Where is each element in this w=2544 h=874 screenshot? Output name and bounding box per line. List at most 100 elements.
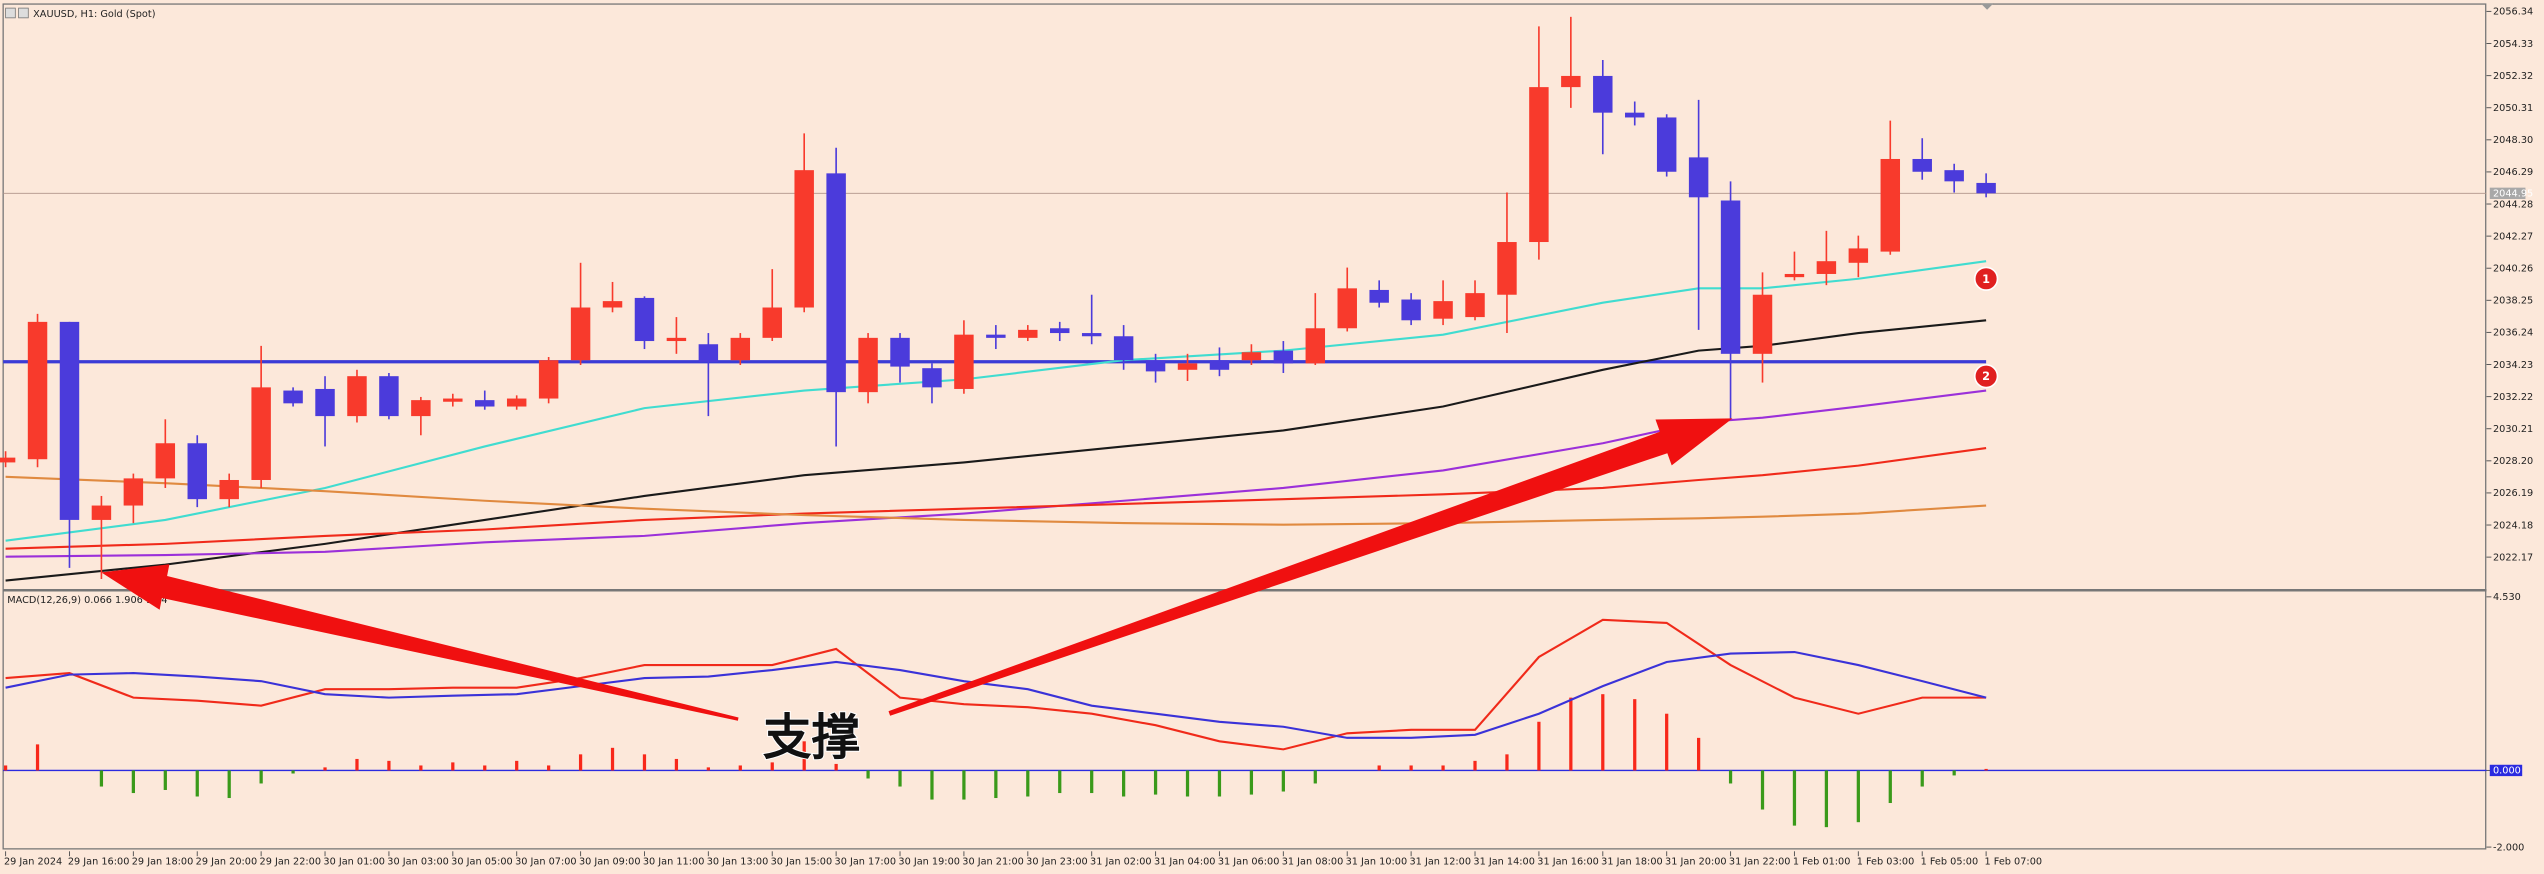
candle-body: [1880, 158, 1901, 252]
x-tick-label: 31 Jan 10:00: [1346, 856, 1408, 867]
x-tick-label: 29 Jan 2024: [4, 856, 62, 867]
x-tick-label: 1 Feb 07:00: [1984, 856, 2042, 867]
candle-body: [187, 443, 207, 500]
candle-body: [1752, 294, 1773, 354]
candle-body: [91, 505, 112, 520]
candle-body: [1848, 248, 1869, 263]
candle-body: [1113, 336, 1134, 361]
x-tick-label: 30 Jan 19:00: [898, 856, 960, 867]
y-tick-label: 2028.20: [2493, 456, 2533, 467]
macd-bar: [770, 762, 774, 771]
macd-line: [5, 618, 1987, 751]
x-tick-label: 31 Jan 20:00: [1665, 856, 1727, 867]
marks: 2056.34 2054.33 2052.32 2050.31 2048.30 2046.…: [0, 7, 2533, 867]
candle-body: [379, 376, 399, 417]
arrow: [101, 564, 739, 721]
icon[interactable]: [5, 7, 16, 19]
candle-body: [538, 360, 559, 399]
x-tick-label: 1 Feb 05:00: [1921, 856, 1979, 867]
macd-bar: [802, 741, 806, 771]
bid-label: 2044.95: [2493, 189, 2533, 200]
macd-bar: [1473, 760, 1477, 771]
candle-body: [506, 398, 527, 407]
x-tick-label: 31 Jan 18:00: [1601, 856, 1663, 867]
macd-bar: [1601, 694, 1605, 771]
candle-body: [1177, 363, 1198, 370]
plot-frame: [2, 3, 2487, 850]
candle-body: [666, 337, 687, 342]
candle-body: [1145, 360, 1166, 372]
marker-label: 1: [1982, 272, 1990, 286]
y-tick-label: 4.530: [2493, 592, 2521, 603]
annotation: 支撑: [763, 710, 860, 766]
macd-bar: [1824, 770, 1829, 828]
candle-body: [27, 321, 48, 460]
x-tick-label: 29 Jan 20:00: [196, 856, 258, 867]
x-tick-label: 30 Jan 03:00: [387, 856, 449, 867]
candle-body: [1816, 261, 1837, 274]
macd-bar: [387, 760, 391, 771]
macd-bar: [259, 770, 263, 784]
candle-body: [315, 388, 335, 417]
macd-bar: [1760, 770, 1765, 810]
candle-body: [1241, 352, 1262, 361]
macd-bar: [610, 747, 615, 771]
macd-bar: [578, 754, 583, 771]
macd-bar: [1697, 737, 1701, 771]
candle-body: [1081, 333, 1102, 337]
candle-body: [1720, 200, 1741, 354]
macd-bar: [355, 758, 359, 771]
macd-bar: [1633, 699, 1637, 771]
moving-average: [5, 389, 1987, 558]
macd-bar: [163, 770, 167, 790]
arrow: [888, 418, 1733, 716]
macd-bar: [547, 765, 551, 771]
x-tick-label: 31 Jan 06:00: [1218, 856, 1280, 867]
candle-body: [411, 400, 431, 417]
candle-body: [1688, 157, 1709, 198]
candle-body: [1209, 360, 1230, 370]
x-tick-label: 30 Jan 01:00: [323, 856, 385, 867]
macd-bar: [994, 770, 998, 799]
candle-body: [1273, 350, 1294, 364]
candle-body: [1529, 87, 1549, 243]
macd-bar: [3, 765, 8, 771]
x-tick-label: 1 Feb 01:00: [1793, 856, 1851, 867]
candle-body: [1497, 242, 1517, 295]
macd-bar: [866, 770, 870, 779]
icon[interactable]: [18, 7, 29, 19]
macd-bar: [131, 770, 135, 794]
macd-bar: [1026, 770, 1030, 797]
macd-bar: [930, 770, 934, 800]
candle-body: [155, 443, 176, 479]
candle-body: [219, 479, 239, 500]
macd-bar: [515, 760, 519, 771]
candle-body: [1561, 75, 1581, 88]
y-tick-label: 2034.23: [2493, 360, 2533, 371]
candle-body: [443, 398, 463, 402]
y-tick-label: 2024.18: [2493, 520, 2533, 531]
macd-bar: [898, 770, 902, 787]
candle-body: [922, 368, 942, 388]
macd-bar: [195, 770, 199, 797]
macd-bar: [738, 765, 742, 771]
x-tick-label: 1 Feb 03:00: [1857, 856, 1915, 867]
macd-bar: [291, 770, 295, 774]
y-tick-label: 2030.21: [2493, 424, 2533, 435]
x-tick-label: 29 Jan 22:00: [260, 856, 322, 867]
macd-bar: [1441, 765, 1445, 771]
x-tick-label: 31 Jan 22:00: [1729, 856, 1791, 867]
x-tick-label: 31 Jan 16:00: [1537, 856, 1599, 867]
y-tick-label: 2022.17: [2493, 552, 2533, 563]
macd-bar: [1185, 770, 1190, 797]
x-tick-label: 30 Jan 13:00: [707, 856, 769, 867]
candle-body: [1976, 182, 1996, 194]
candle-body: [634, 297, 655, 342]
y-tick-label: 2038.25: [2493, 296, 2533, 307]
bid-label-box: [2489, 187, 2526, 199]
x-tick-label: 30 Jan 23:00: [1026, 856, 1088, 867]
macd-bar: [1952, 770, 1956, 776]
x-tick-label: 31 Jan 12:00: [1410, 856, 1472, 867]
